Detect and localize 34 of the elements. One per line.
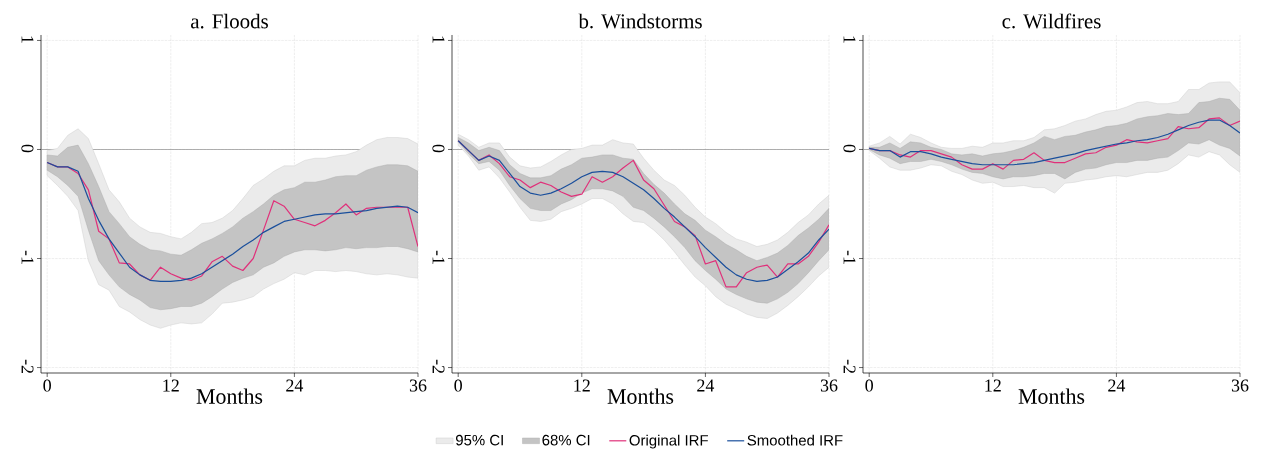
x-tick-label: 0 (43, 379, 51, 392)
y-tick-label: -1 (21, 250, 34, 264)
y-tick-label: 0 (21, 144, 34, 153)
y-tick-label: -2 (432, 359, 445, 374)
x-tick-label: 12 (163, 379, 179, 392)
y-tick-label: 1 (21, 36, 34, 43)
y-tick-label: 0 (843, 144, 856, 153)
x-axis-title: Months (1018, 388, 1085, 404)
x-axis-title: Months (196, 388, 263, 404)
legend-label: Smoothed IRF (747, 434, 843, 446)
y-tick-label: 0 (432, 144, 445, 153)
x-tick-label: 36 (409, 379, 427, 392)
chart-title: a. Floods (191, 13, 268, 29)
chart-title: c. Wildfires (1002, 13, 1101, 29)
x-tick-label: 24 (697, 379, 715, 392)
chart-title: b. Windstorms (578, 13, 702, 29)
legend-label: 95% CI (455, 434, 503, 446)
y-tick-label: -1 (432, 250, 445, 264)
x-tick-label: 24 (1108, 379, 1126, 392)
x-tick-label: 36 (1231, 379, 1249, 392)
x-tick-label: 0 (454, 379, 462, 392)
legend-label: 68% CI (542, 434, 590, 446)
y-tick-label: 1 (432, 36, 445, 43)
x-axis-title: Months (607, 388, 674, 404)
x-tick-label: 0 (865, 379, 873, 392)
y-tick-label: -2 (843, 359, 856, 374)
y-tick-label: 1 (843, 36, 856, 43)
x-tick-label: 36 (820, 379, 838, 392)
y-tick-label: -1 (843, 250, 856, 264)
legend-label: Original IRF (629, 434, 708, 449)
y-tick-label: -2 (21, 359, 34, 374)
x-tick-label: 12 (985, 379, 1001, 392)
x-tick-label: 12 (574, 379, 590, 392)
x-tick-label: 24 (286, 379, 304, 392)
